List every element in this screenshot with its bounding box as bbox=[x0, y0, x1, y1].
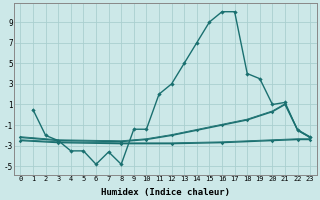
X-axis label: Humidex (Indice chaleur): Humidex (Indice chaleur) bbox=[101, 188, 230, 197]
